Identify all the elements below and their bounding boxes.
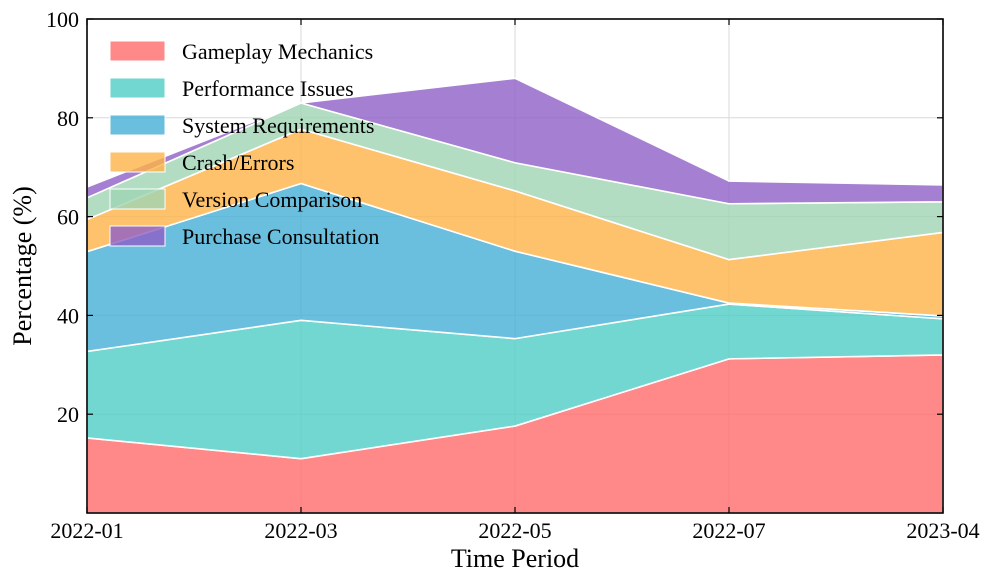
y-tick-label: 20 [57,402,79,427]
area-layer [86,77,944,514]
legend-swatch-performance-issues [109,77,166,99]
x-tick-label: 2022-03 [264,518,337,543]
legend-label-version-comparison: Version Comparison [182,187,362,212]
x-tick-label: 2023-04 [906,518,979,543]
legend-label-performance-issues: Performance Issues [182,76,354,101]
y-tick-label: 60 [57,205,79,230]
legend-swatch-crash-errors [109,151,166,173]
y-axis-title: Percentage (%) [8,186,37,346]
legend-label-system-requirements: System Requirements [182,113,374,138]
legend: Gameplay Mechanics Performance Issues Syst… [109,39,379,249]
y-tick-label: 80 [57,106,79,131]
tick-layer: 20 40 60 80 100 2022-01 2022-03 2022-05 2022-07 2… [46,7,980,543]
x-tick-label: 2022-01 [50,518,123,543]
legend-label-purchase-consultation: Purchase Consultation [182,224,379,249]
y-tick-label: 100 [46,7,79,32]
legend-swatch-system-requirements [109,114,166,136]
x-tick-label: 2022-07 [692,518,765,543]
legend-swatch-version-comparison [109,188,166,210]
legend-swatch-purchase-consultation [109,225,166,247]
x-tick-label: 2022-05 [478,518,551,543]
legend-swatch-gameplay-mechanics [109,40,166,62]
y-tick-label: 40 [57,303,79,328]
x-axis-title: Time Period [451,544,579,573]
legend-label-gameplay-mechanics: Gameplay Mechanics [182,39,373,64]
legend-label-crash-errors: Crash/Errors [182,150,294,175]
